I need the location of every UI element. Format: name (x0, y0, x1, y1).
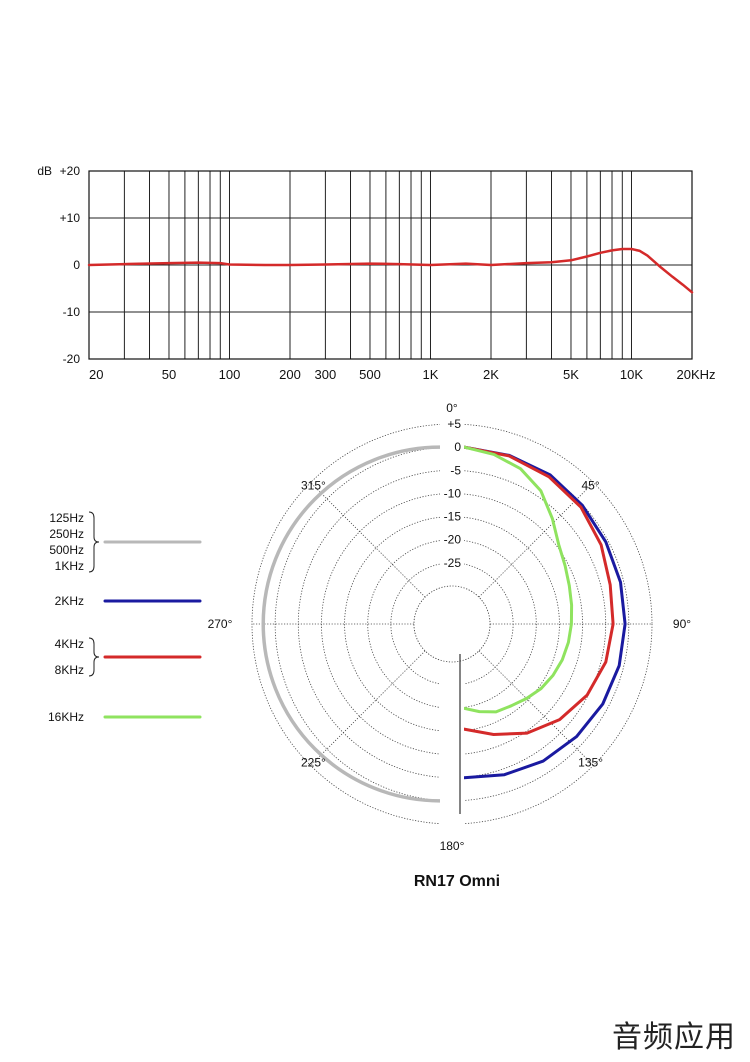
x-tick-label: 20KHz (676, 367, 715, 382)
polar-r-label: -10 (444, 486, 462, 500)
legend-label: 1KHz (55, 559, 84, 573)
y-axis-label: dB (37, 164, 52, 178)
x-tick-label: 2K (483, 367, 499, 382)
x-tick-label: 200 (279, 367, 301, 382)
polar-spoke (310, 482, 426, 598)
polar-r-label: 0 (454, 440, 461, 454)
frequency-response-line (87, 247, 694, 294)
polar-legend: 125Hz 250Hz 500Hz 1KHz 2KHz 4KHz 8KHz 16KHz (48, 511, 202, 724)
legend-label: 8KHz (55, 663, 84, 677)
polar-angle-label: 90° (673, 617, 691, 631)
legend-label: 16KHz (48, 710, 84, 724)
polar-r-label: -5 (450, 463, 461, 477)
polar-curve-16khz (462, 445, 574, 714)
polar-spoke (478, 650, 594, 766)
x-tick-label: 500 (359, 367, 381, 382)
y-tick-label: -10 (63, 305, 81, 319)
y-tick-label: 0 (73, 258, 80, 272)
polar-angle-label: 315° (301, 478, 326, 492)
polar-angle-label: 135° (578, 756, 603, 770)
polar-angle-label: 45° (582, 478, 600, 492)
polar-r-label: -15 (444, 510, 462, 524)
polar-angle-label: 0° (446, 401, 458, 415)
x-tick-label: 20 (89, 367, 103, 382)
y-tick-label: +10 (60, 211, 81, 225)
x-tick-label: 300 (315, 367, 337, 382)
polar-r-label: -20 (444, 533, 462, 547)
polar-curve-2khz (462, 445, 627, 780)
x-tick-label: 100 (219, 367, 241, 382)
frequency-response-chart: +20 +10 0 -10 -20 dB 20 50 100 200 300 500 1K 2K 5K 10K… (37, 164, 715, 382)
polar-curve-4khz-8khz (462, 445, 615, 736)
legend-label: 125Hz (49, 511, 84, 525)
polar-angle-label: 270° (208, 617, 233, 631)
x-tick-label: 1K (423, 367, 439, 382)
polar-spoke (310, 650, 426, 766)
polar-angle-label: 225° (301, 756, 326, 770)
polar-angle-label: 180° (440, 839, 465, 853)
legend-brace (88, 637, 100, 677)
y-tick-label: +20 (60, 164, 81, 178)
x-tick-label: 5K (563, 367, 579, 382)
polar-center (413, 585, 491, 663)
polar-r-label: +5 (447, 417, 461, 431)
legend-label: 4KHz (55, 637, 84, 651)
x-tick-label: 50 (162, 367, 176, 382)
watermark-text: 音频应用 (612, 1020, 736, 1055)
polar-r-label: -25 (444, 556, 462, 570)
legend-label: 250Hz (49, 527, 84, 541)
legend-label: 500Hz (49, 543, 84, 557)
polar-chart-title: RN17 Omni (414, 873, 500, 890)
polar-curve-125hz-1khz (261, 445, 442, 803)
y-tick-label: -20 (63, 352, 81, 366)
legend-brace (88, 511, 100, 573)
legend-label: 2KHz (55, 594, 84, 608)
x-tick-label: 10K (620, 367, 643, 382)
polar-pattern-chart: +5 0 -5 -10 -15 -20 -25 0° 45° 90° 135° 180° 225° 270… (208, 401, 692, 853)
